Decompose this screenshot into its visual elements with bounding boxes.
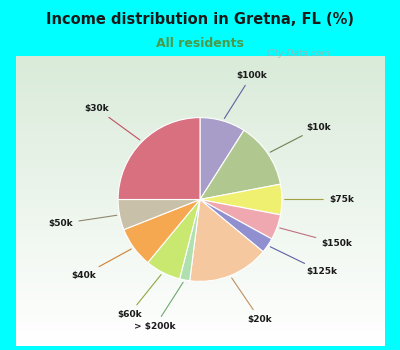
Wedge shape <box>180 199 200 281</box>
Text: $50k: $50k <box>49 215 117 228</box>
Text: > $200k: > $200k <box>134 282 183 330</box>
Text: $125k: $125k <box>270 247 338 276</box>
Text: Income distribution in Gretna, FL (%): Income distribution in Gretna, FL (%) <box>46 12 354 27</box>
Wedge shape <box>190 199 263 281</box>
Wedge shape <box>200 184 282 215</box>
Wedge shape <box>200 130 280 199</box>
Wedge shape <box>118 199 200 230</box>
Wedge shape <box>124 199 200 262</box>
Wedge shape <box>148 199 200 279</box>
Text: $20k: $20k <box>232 278 272 324</box>
Text: $60k: $60k <box>117 275 161 319</box>
Text: $100k: $100k <box>224 71 267 119</box>
Text: All residents: All residents <box>156 37 244 50</box>
Wedge shape <box>200 199 272 252</box>
Text: $30k: $30k <box>84 104 140 140</box>
Wedge shape <box>200 199 280 239</box>
Text: $75k: $75k <box>285 195 354 204</box>
Text: $40k: $40k <box>71 249 131 280</box>
Text: City-Data.com: City-Data.com <box>267 49 331 57</box>
Wedge shape <box>200 118 244 200</box>
Wedge shape <box>118 118 200 200</box>
Text: $10k: $10k <box>270 122 331 152</box>
Text: $150k: $150k <box>280 228 352 248</box>
